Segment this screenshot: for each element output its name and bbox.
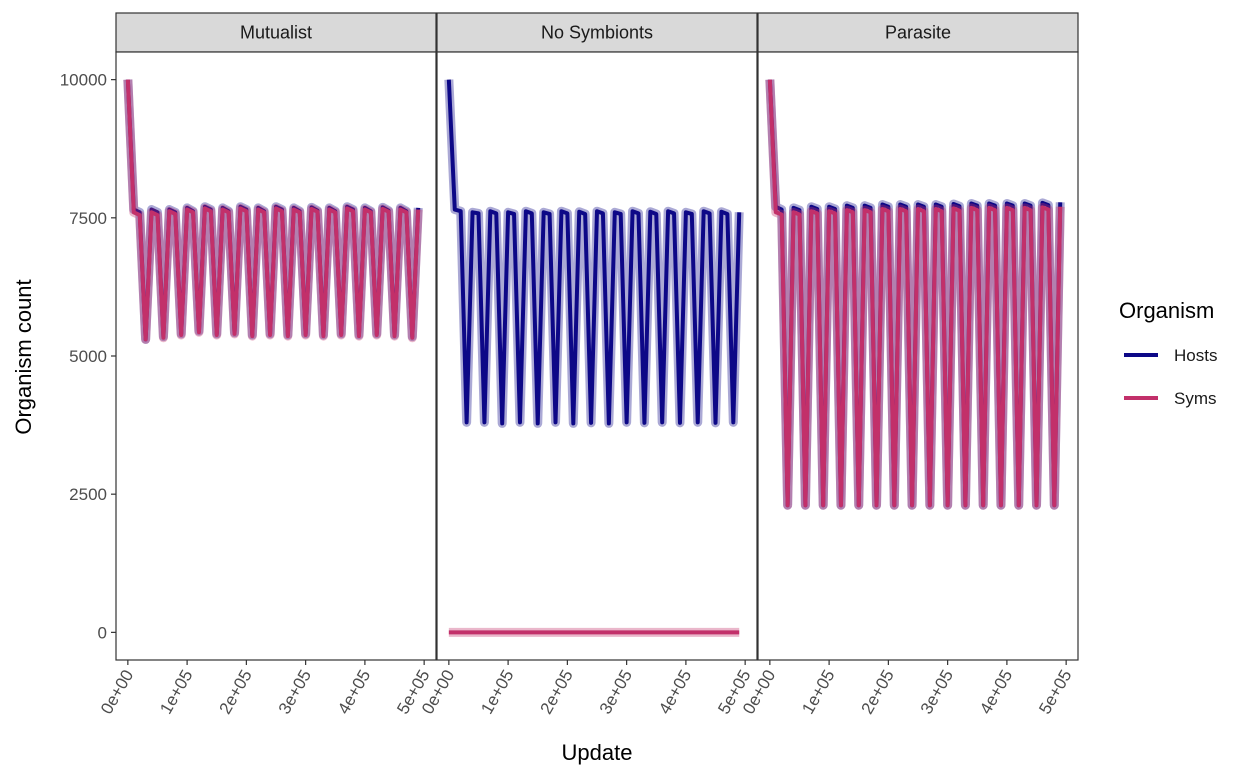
x-tick-label: 5e+05 [1035, 667, 1075, 718]
x-tick-label: 1e+05 [477, 667, 517, 718]
facet-panel: Parasite [757, 12, 1079, 661]
facet-panel: Mutualist [115, 12, 437, 661]
facet-panel: No Symbionts [436, 12, 758, 661]
x-tick-label: 1e+05 [798, 667, 838, 718]
panel-background [437, 52, 757, 660]
facet-strip-label: Mutualist [240, 23, 312, 43]
legend-title: Organism [1119, 298, 1214, 323]
x-tick-label: 2e+05 [537, 667, 577, 718]
panel-background [116, 52, 436, 660]
y-tick-label: 10000 [60, 71, 107, 90]
x-tick-label: 0e+00 [97, 667, 137, 718]
x-tick-label: 4e+05 [655, 667, 695, 718]
x-tick-label: 3e+05 [275, 667, 315, 718]
legend: Organism Hosts Syms [1119, 298, 1217, 408]
series-line-hosts [446, 79, 742, 426]
y-tick-label: 2500 [69, 485, 107, 504]
panel-border [757, 51, 1079, 661]
y-axis-title: Organism count [11, 279, 36, 434]
y-axis: 0 2500 5000 7500 10000 [60, 71, 116, 642]
x-tick-label: 3e+05 [596, 667, 636, 718]
panel-background [758, 52, 1078, 660]
facet-strip-label: Parasite [885, 23, 951, 43]
facet-panels: Mutualist No Symbionts Parasite [115, 12, 1079, 661]
x-axis-title: Update [562, 740, 633, 765]
x-tick-label: 1e+05 [156, 667, 196, 718]
facet-strip [757, 12, 1079, 53]
y-tick-label: 5000 [69, 347, 107, 366]
x-tick-label: 2e+05 [858, 667, 898, 718]
series-line-syms [125, 79, 421, 342]
facet-strip-label: No Symbionts [541, 23, 653, 43]
y-tick-label: 7500 [69, 209, 107, 228]
y-tick-label: 0 [98, 623, 107, 642]
facet-strip [115, 12, 437, 53]
legend-label-hosts: Hosts [1174, 346, 1217, 365]
x-tick-label: 4e+05 [334, 667, 374, 718]
legend-label-syms: Syms [1174, 389, 1217, 408]
series-line-syms [767, 79, 1063, 508]
x-tick-label: 2e+05 [216, 667, 256, 718]
panel-border [436, 51, 758, 661]
x-tick-label: 4e+05 [976, 667, 1016, 718]
x-tick-label: 3e+05 [917, 667, 957, 718]
